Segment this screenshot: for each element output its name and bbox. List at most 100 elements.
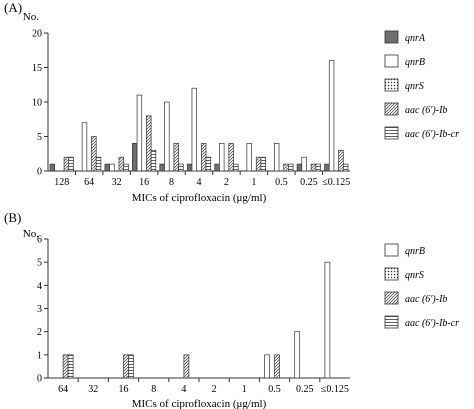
legend-swatch: [384, 102, 399, 116]
y-tick-label: 20: [32, 29, 42, 40]
bar: [62, 354, 69, 379]
y-tick-label: 5: [37, 258, 42, 269]
bar: [255, 156, 262, 172]
y-tick-label: 2: [37, 327, 42, 338]
x-tick-label: 1: [242, 384, 247, 395]
x-axis-label: MICs of ciprofloxacin (μg/ml): [132, 192, 267, 204]
bar: [49, 163, 56, 172]
bar: [159, 163, 165, 172]
y-tick-label: 6: [37, 235, 42, 246]
bar: [95, 156, 102, 172]
bar: [310, 163, 317, 172]
legend-swatch: [384, 267, 399, 281]
y-tick-label: 0: [37, 167, 42, 178]
legend-swatch: [384, 126, 399, 140]
bar: [324, 163, 330, 172]
bar: [283, 163, 289, 172]
legend-label: qnrS: [405, 270, 424, 281]
x-tick-label: ≤0.125: [321, 384, 349, 395]
bar: [200, 143, 207, 172]
x-tick-label: 8: [169, 177, 174, 188]
bar: [173, 143, 179, 172]
bar: [123, 163, 129, 172]
bar: [178, 163, 184, 172]
bar: [296, 163, 303, 172]
bar: [214, 163, 220, 172]
bar: [273, 143, 280, 172]
bar: [324, 261, 331, 379]
bar: [328, 60, 335, 172]
y-axis-label: No.: [23, 11, 39, 23]
y-axis-label: No.: [23, 228, 39, 240]
bar: [118, 156, 125, 172]
legend-swatch: [384, 30, 399, 44]
legend-label: qnrS: [405, 81, 424, 92]
x-tick-label: 16: [119, 384, 129, 395]
panel-label: (B): [4, 210, 21, 225]
bar: [128, 354, 134, 379]
x-tick-label: 16: [139, 177, 149, 188]
bar: [183, 354, 190, 379]
x-tick-label: 64: [58, 384, 68, 395]
bar: [81, 122, 88, 172]
y-tick-label: 5: [37, 132, 42, 143]
bar: [233, 163, 239, 172]
legend-label: aac (6')-Ib-cr: [405, 318, 459, 329]
bar: [186, 163, 193, 172]
bar: [294, 331, 301, 379]
bar: [150, 149, 157, 172]
bar: [67, 354, 74, 379]
x-tick-label: 32: [112, 177, 122, 188]
bar: [288, 163, 294, 172]
bar: [228, 143, 234, 172]
bar: [342, 163, 349, 172]
bar: [338, 149, 344, 172]
bar: [315, 163, 321, 172]
bar: [274, 354, 280, 379]
x-tick-label: 1: [251, 177, 256, 188]
y-tick-label: 4: [37, 281, 42, 292]
legend-swatch: [384, 54, 399, 68]
bar: [63, 156, 70, 172]
bar: [104, 163, 110, 172]
legend-label: aac (6')-Ib-cr: [405, 129, 459, 140]
bar: [109, 163, 115, 172]
bar: [301, 156, 307, 172]
y-tick-label: 1: [37, 350, 42, 361]
x-tick-label: 64: [84, 177, 94, 188]
x-tick-label: 0.25: [296, 384, 314, 395]
x-tick-label: 128: [54, 177, 69, 188]
bar: [205, 156, 212, 172]
bar: [264, 354, 270, 379]
x-tick-label: 4: [197, 177, 202, 188]
x-tick-label: 0.25: [300, 177, 318, 188]
legend-swatch: [384, 291, 399, 305]
x-tick-label: 2: [224, 177, 229, 188]
legend-swatch: [384, 78, 399, 92]
bar: [219, 143, 225, 172]
x-tick-label: 8: [151, 384, 156, 395]
x-tick-label: 0.5: [268, 384, 281, 395]
bar: [191, 87, 198, 172]
x-tick-label: 32: [88, 384, 98, 395]
legend-swatch: [384, 315, 399, 329]
bar: [246, 143, 252, 172]
bar: [136, 94, 143, 172]
bar: [132, 143, 138, 172]
bar: [68, 156, 74, 172]
legend-label: qnrB: [405, 57, 425, 68]
legend-swatch: [384, 243, 399, 257]
x-tick-label: 2: [212, 384, 217, 395]
panel-b: (B)No. 0 1 2 3 4 5 6 64 32 16 8 4 2 1 0.5 0.25 ≤0.125 MICs…: [4, 210, 459, 409]
y-tick-label: 15: [32, 63, 42, 74]
x-tick-label: 0.5: [275, 177, 288, 188]
legend-label: qnrA: [405, 33, 426, 44]
legend-label: aac (6')-Ib: [405, 294, 447, 305]
bar: [123, 354, 129, 379]
bar: [91, 136, 97, 172]
bar: [260, 156, 266, 172]
y-tick-label: 0: [37, 374, 42, 385]
x-tick-label: 4: [181, 384, 186, 395]
y-tick-label: 10: [32, 98, 42, 109]
